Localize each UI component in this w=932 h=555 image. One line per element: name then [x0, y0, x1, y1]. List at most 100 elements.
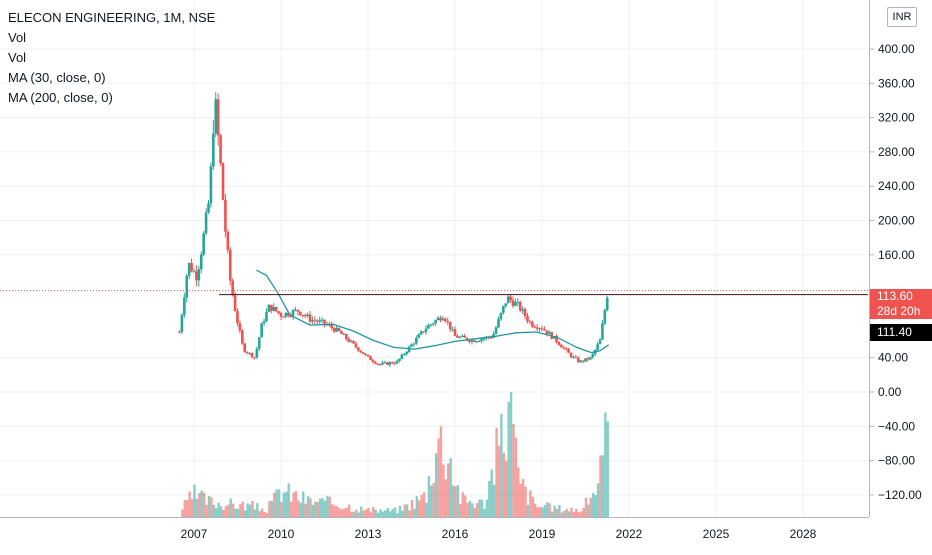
volume-bar	[362, 510, 365, 517]
volume-bar	[575, 508, 578, 517]
volume-bar	[589, 497, 593, 517]
volume-bar	[222, 509, 225, 517]
volume-bar	[514, 437, 518, 517]
volume-bar	[345, 507, 348, 517]
candle-body	[378, 363, 382, 365]
candle-body	[284, 312, 288, 317]
candle-body	[429, 324, 433, 326]
candle-body	[296, 309, 300, 312]
volume-bar	[592, 492, 595, 517]
candle-body	[383, 362, 387, 364]
candle-body	[555, 336, 558, 342]
volume-bar	[526, 504, 530, 517]
time-axis-label: 2007	[181, 527, 208, 541]
candle-body	[475, 341, 479, 343]
candle-body	[526, 316, 529, 322]
candle-body	[402, 353, 406, 355]
volume-bar	[461, 492, 464, 517]
time-axis-label: 2022	[616, 527, 643, 541]
volume-bar	[202, 492, 206, 517]
candle-body	[511, 300, 515, 306]
candle-body	[241, 330, 244, 344]
volume-bar	[398, 505, 402, 517]
candle-body	[245, 351, 249, 354]
candle-body	[456, 335, 459, 338]
candle-body	[369, 356, 372, 361]
candle-body	[518, 301, 522, 311]
volume-bar	[374, 509, 377, 517]
volume-bar	[413, 508, 416, 517]
volume-bar	[299, 502, 303, 517]
volume-bar	[476, 503, 479, 517]
volume-bar	[451, 485, 455, 517]
study-ma-200[interactable]: MA (200, close, 0)	[8, 90, 113, 105]
volume-bar	[289, 501, 293, 517]
study-vol-2[interactable]: Vol	[8, 50, 27, 65]
volume-bar	[253, 509, 257, 517]
volume-bar	[570, 507, 573, 517]
volume-bar	[480, 499, 484, 517]
volume-bar	[275, 489, 278, 517]
candle-body	[267, 304, 271, 312]
candle-body	[308, 314, 312, 322]
candle-body	[332, 328, 336, 332]
volume-bar	[338, 507, 341, 517]
volume-bar	[601, 455, 605, 517]
candle-body	[410, 344, 413, 347]
volume-bar	[241, 501, 245, 517]
time-axis-label: 2010	[268, 527, 295, 541]
volume-bar	[405, 504, 409, 517]
candle-body	[354, 343, 358, 348]
volume-bar	[483, 508, 486, 517]
volume-bar	[524, 486, 527, 517]
volume-bar	[270, 500, 274, 517]
candle-body	[257, 337, 261, 349]
candle-body	[231, 280, 234, 296]
candle-body	[586, 358, 590, 360]
candle-body	[286, 312, 290, 316]
volume-bar	[318, 498, 322, 517]
candle-body	[202, 233, 205, 255]
volume-bar	[432, 482, 435, 517]
volume-bar	[302, 491, 305, 517]
price-axis-label: −80.00	[878, 454, 915, 468]
candle-body	[557, 341, 561, 345]
volume-bar	[418, 500, 421, 517]
volume-bar	[316, 501, 319, 517]
candle-body	[291, 310, 295, 316]
volume-bar	[478, 499, 481, 517]
currency-button[interactable]: INR	[887, 7, 917, 27]
volume-bar	[248, 504, 252, 517]
volume-bar	[408, 510, 411, 517]
candle-body	[315, 320, 319, 322]
volume-bar	[277, 489, 281, 517]
candle-body	[521, 309, 524, 311]
study-ma-30[interactable]: MA (30, close, 0)	[8, 70, 106, 85]
candle-body	[453, 329, 457, 336]
volume-bar	[584, 497, 588, 517]
candle-body	[412, 343, 416, 345]
candle-body	[185, 275, 189, 298]
candle-body	[509, 296, 512, 301]
volume-bar	[415, 496, 419, 517]
volume-bar	[572, 511, 576, 517]
candle-body	[465, 337, 469, 341]
candle-body	[504, 303, 508, 307]
candle-body	[427, 325, 430, 329]
volume-bar	[188, 491, 191, 517]
volume-bar	[606, 421, 609, 517]
candle-body	[381, 362, 384, 365]
symbol-title[interactable]: ELECON ENGINEERING, 1M, NSE	[8, 10, 216, 25]
volume-bar	[449, 458, 452, 517]
volume-bar	[422, 492, 426, 517]
study-vol-1[interactable]: Vol	[8, 30, 27, 45]
volume-bar	[360, 506, 363, 517]
candle-body	[357, 347, 360, 351]
price-axis-label: 0.00	[878, 385, 902, 399]
volume-bar	[234, 508, 237, 517]
volume-bar	[550, 511, 554, 517]
volume-bar	[386, 507, 390, 517]
volume-bar	[369, 512, 373, 517]
